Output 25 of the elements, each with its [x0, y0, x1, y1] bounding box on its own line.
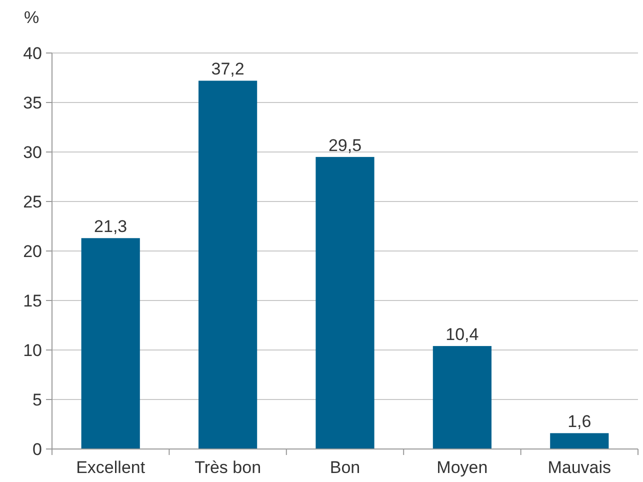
data-label: 10,4 [446, 325, 479, 344]
bar [316, 156, 374, 449]
y-axis-title: % [24, 8, 40, 27]
bar [432, 346, 492, 449]
y-tick-label: 30 [23, 142, 42, 162]
x-tick-label: Excellent [76, 458, 146, 477]
data-label: 37,2 [211, 60, 244, 79]
x-tick-label: Bon [330, 458, 360, 477]
data-label: 1,6 [568, 412, 592, 432]
x-tick-label: Très bon [194, 458, 262, 477]
x-tick-label: Mauvais [548, 458, 612, 477]
bar [550, 433, 609, 449]
y-tick-label: 35 [23, 93, 42, 112]
y-tick-label: 40 [23, 44, 42, 63]
y-tick-label: 5 [32, 390, 42, 410]
data-label: 29,5 [328, 136, 362, 155]
bar [198, 80, 258, 449]
y-tick-label: 20 [23, 242, 42, 261]
bar [81, 238, 140, 449]
y-tick-label: 25 [23, 192, 42, 212]
y-tick-label: 0 [32, 440, 42, 459]
y-tick-label: 15 [23, 291, 42, 310]
x-tick-label: Moyen [436, 458, 488, 477]
data-label: 21,3 [94, 217, 128, 236]
y-tick-label: 10 [23, 340, 42, 360]
